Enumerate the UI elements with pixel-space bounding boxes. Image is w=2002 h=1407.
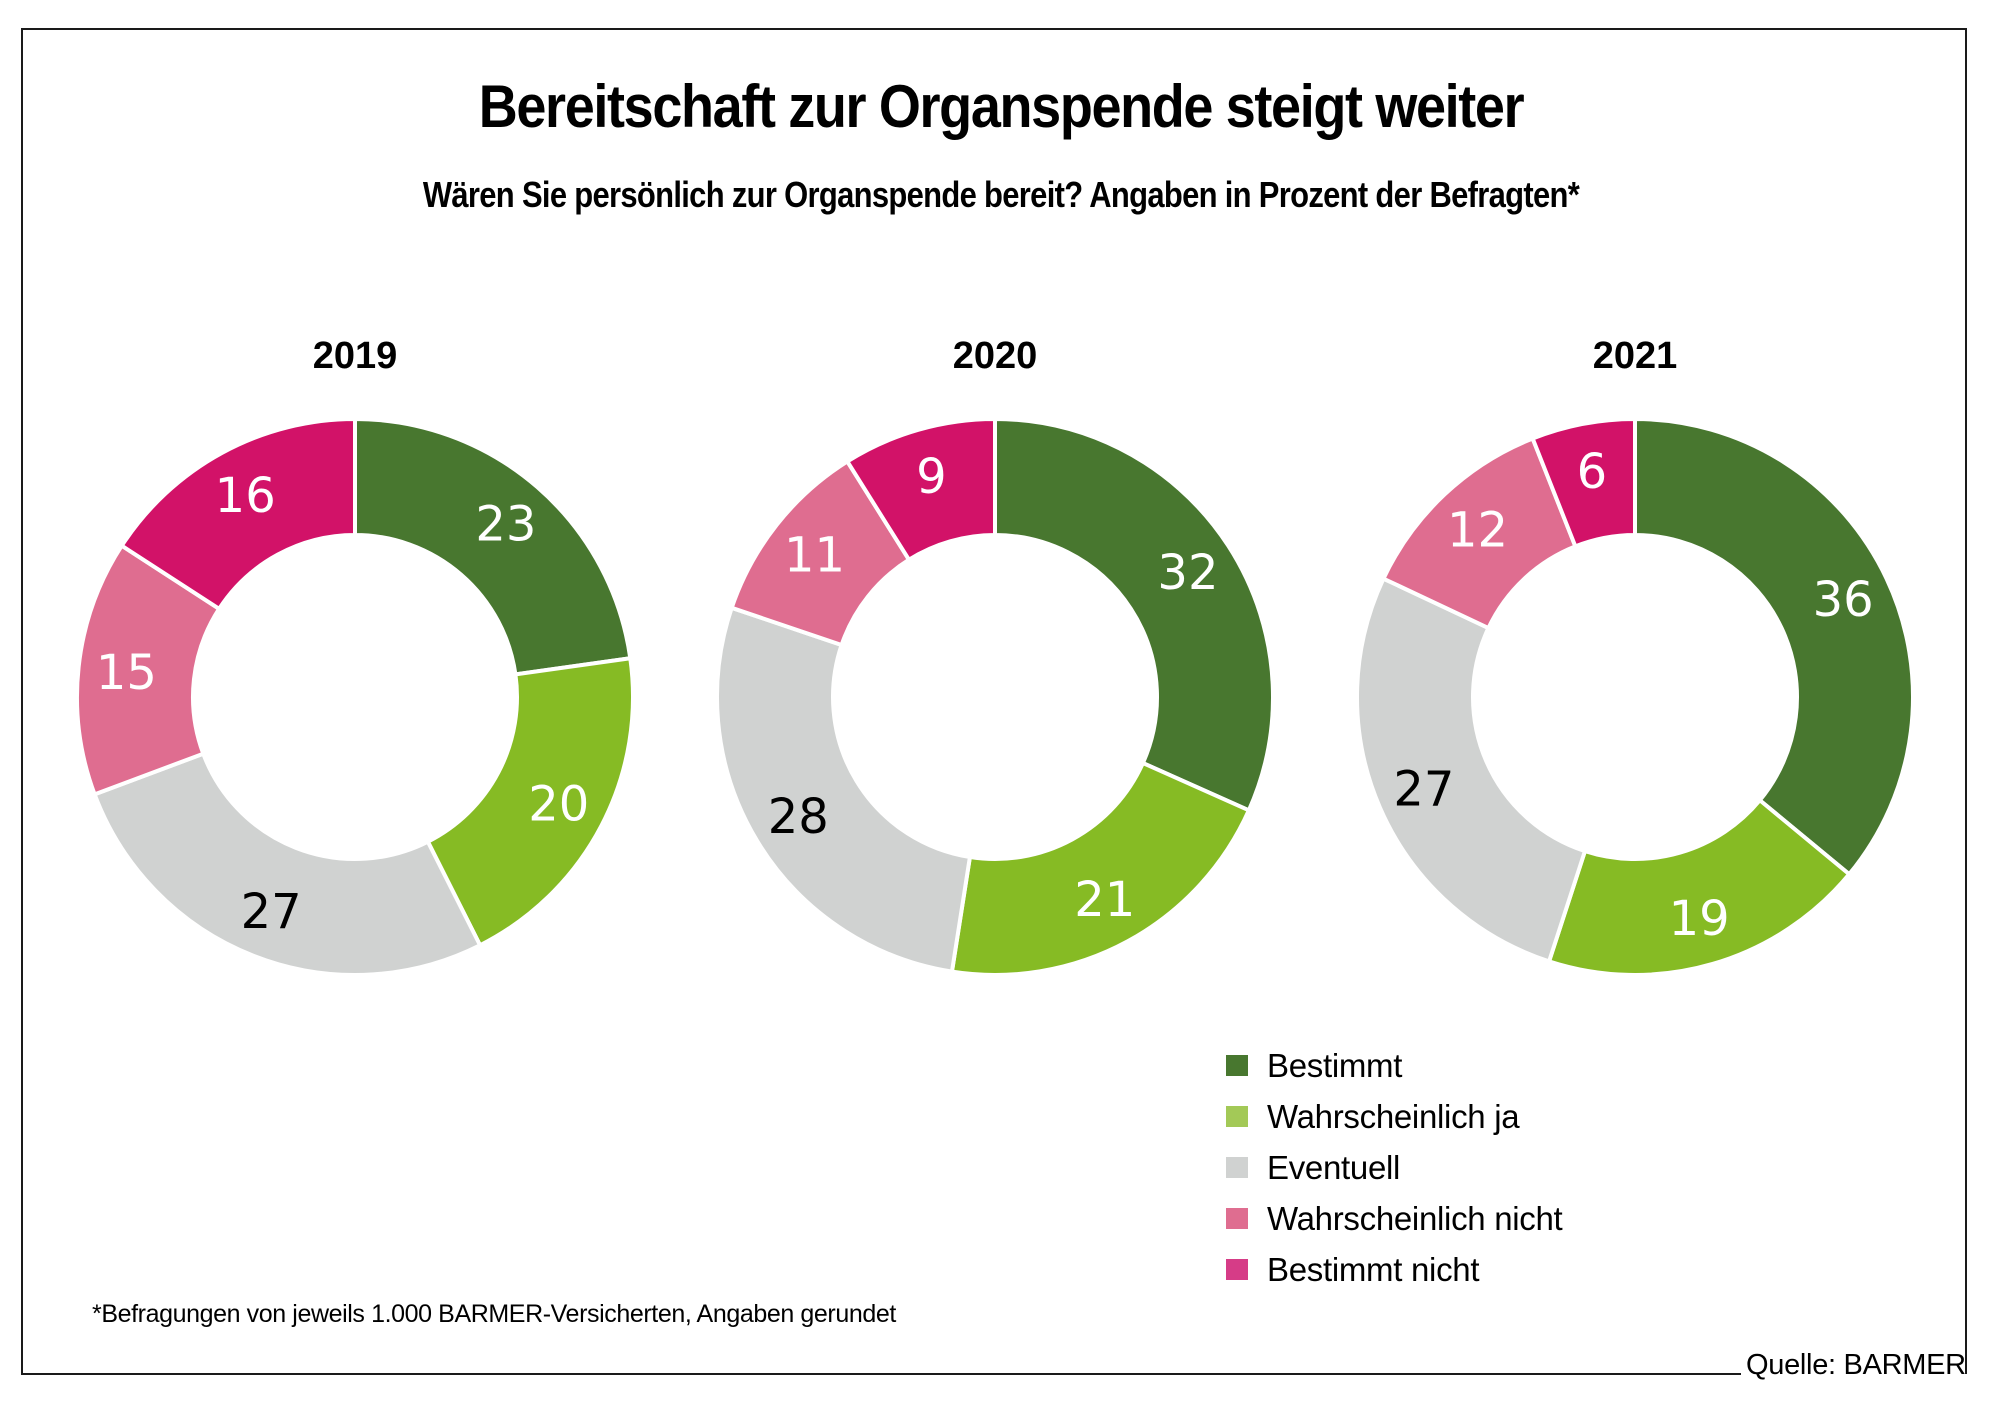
legend-swatch bbox=[1226, 1157, 1248, 1178]
data-label-eventuell: 27 bbox=[241, 884, 302, 940]
chart-subtitle: Wären Sie persönlich zur Organspende ber… bbox=[422, 174, 1580, 215]
legend-item-wahrscheinlich-ja: Wahrscheinlich ja bbox=[1226, 1091, 1562, 1142]
footnote: *Befragungen von jeweils 1.000 BARMER-Ve… bbox=[92, 1300, 896, 1328]
data-label-bestimmt-nicht: 9 bbox=[916, 449, 947, 505]
legend-swatch bbox=[1226, 1208, 1248, 1229]
data-label-wahrscheinlich-nicht: 11 bbox=[784, 527, 845, 583]
data-label-wahrscheinlich-ja: 19 bbox=[1669, 891, 1730, 947]
legend-label: Wahrscheinlich ja bbox=[1267, 1097, 1520, 1135]
data-label-bestimmt: 32 bbox=[1157, 545, 1218, 601]
donut-2020: 2020 32 21 28 11 9 bbox=[715, 335, 1275, 977]
legend-item-eventuell: Eventuell bbox=[1226, 1142, 1562, 1193]
data-label-eventuell: 28 bbox=[768, 789, 829, 845]
frame-bottom-rule bbox=[21, 1373, 1741, 1375]
slice-bestimmt-nicht bbox=[119, 416, 357, 612]
chart-title: Bereitschaft zur Organspende steigt weit… bbox=[478, 73, 1525, 140]
slice-bestimmt bbox=[1633, 416, 1915, 878]
legend: Bestimmt Wahrscheinlich ja Eventuell Wah… bbox=[1226, 1040, 1563, 1295]
data-label-bestimmt: 36 bbox=[1813, 572, 1874, 628]
legend-item-bestimmt: Bestimmt bbox=[1226, 1040, 1562, 1091]
data-label-eventuell: 27 bbox=[1393, 761, 1454, 817]
data-label-wahrscheinlich-ja: 21 bbox=[1074, 872, 1135, 928]
slice-wahrscheinlich-ja bbox=[1546, 797, 1853, 977]
legend-label: Eventuell bbox=[1267, 1148, 1401, 1186]
data-label-bestimmt-nicht: 6 bbox=[1577, 444, 1608, 500]
donut-title: 2020 bbox=[953, 335, 1038, 377]
donut-title: 2019 bbox=[313, 335, 398, 377]
legend-item-bestimmt-nicht: Bestimmt nicht bbox=[1226, 1244, 1562, 1295]
slice-wahrscheinlich-ja bbox=[949, 760, 1252, 977]
legend-item-wahrscheinlich-nicht: Wahrscheinlich nicht bbox=[1226, 1193, 1563, 1244]
donut-2019: 2019 23 20 27 15 16 bbox=[75, 335, 635, 977]
slice-eventuell bbox=[715, 605, 973, 974]
legend-swatch bbox=[1226, 1055, 1248, 1076]
chart-frame bbox=[21, 28, 1967, 1374]
slice-bestimmt bbox=[993, 416, 1275, 813]
data-label-wahrscheinlich-ja: 20 bbox=[528, 777, 589, 833]
slice-bestimmt-nicht bbox=[1530, 416, 1637, 549]
legend-label: Bestimmt nicht bbox=[1267, 1250, 1480, 1288]
slice-eventuell bbox=[1355, 575, 1588, 964]
data-label-wahrscheinlich-nicht: 12 bbox=[1447, 502, 1508, 558]
data-label-bestimmt-nicht: 16 bbox=[215, 468, 276, 524]
legend-swatch bbox=[1226, 1259, 1248, 1280]
slice-eventuell bbox=[92, 751, 483, 977]
legend-label: Bestimmt bbox=[1267, 1046, 1403, 1084]
data-label-wahrscheinlich-nicht: 15 bbox=[96, 645, 157, 701]
donut-title: 2021 bbox=[1593, 335, 1678, 377]
legend-label: Wahrscheinlich nicht bbox=[1267, 1199, 1563, 1237]
source-credit: Quelle: BARMER bbox=[1746, 1349, 1966, 1381]
legend-swatch bbox=[1226, 1106, 1248, 1127]
donut-2021: 2021 36 19 27 12 6 bbox=[1355, 335, 1915, 977]
slice-bestimmt bbox=[353, 416, 633, 677]
data-label-bestimmt: 23 bbox=[475, 496, 536, 552]
slice-wahrscheinlich-ja bbox=[425, 655, 635, 948]
slice-bestimmt-nicht bbox=[844, 416, 997, 563]
